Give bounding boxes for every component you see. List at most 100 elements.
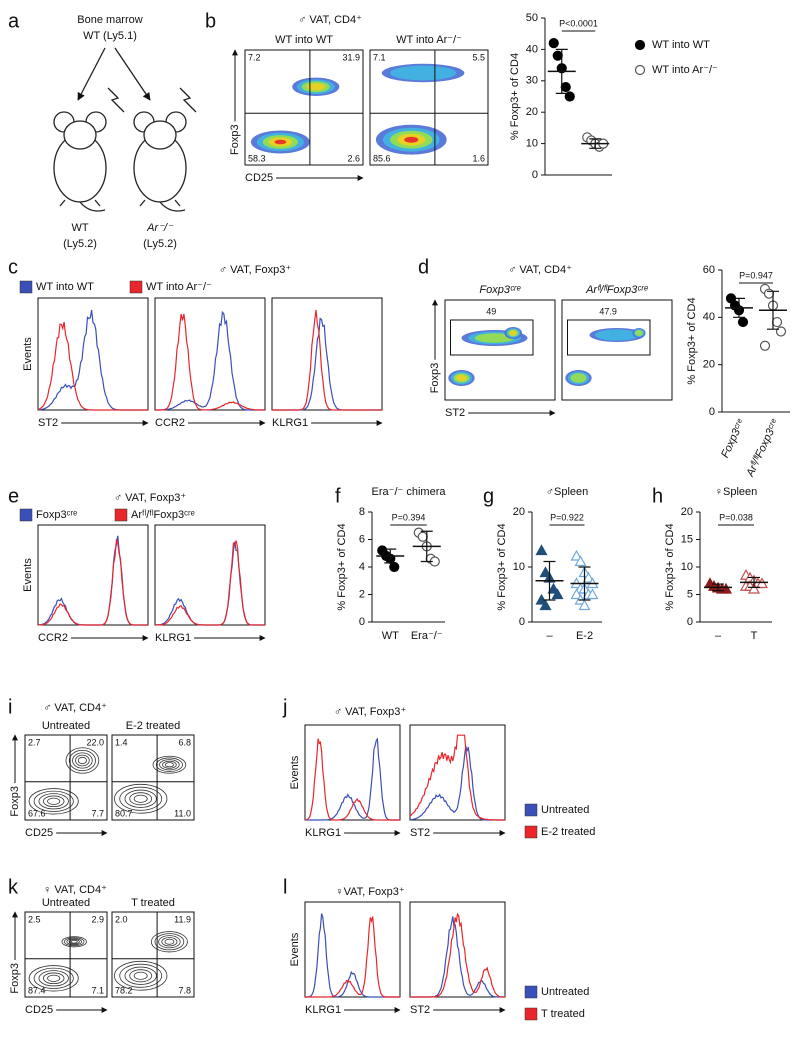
y-tick-label: 20: [513, 506, 525, 518]
panel-letter: l: [283, 876, 287, 898]
plot-title: WT into Ar⁻/⁻: [396, 34, 462, 46]
gate-value: 47.9: [599, 306, 617, 316]
y-tick-label: 8: [359, 506, 365, 518]
quadrant-value: 2.7: [28, 737, 41, 747]
recipient-genotype: Ar⁻/⁻: [146, 222, 174, 234]
axis-label: CCR2: [38, 632, 68, 644]
y-tick-label: 20: [526, 106, 538, 118]
plot-frame: [154, 297, 266, 411]
contour: [72, 752, 93, 769]
contour: [61, 936, 87, 948]
y-tick-label: 10: [513, 561, 525, 573]
point: [548, 38, 559, 49]
panel-header: ♂ VAT, Foxp3⁺: [114, 492, 187, 504]
density-blob: [570, 373, 587, 383]
axis-label: ST2: [445, 407, 465, 419]
histogram-curve: [155, 313, 265, 411]
point: [634, 39, 646, 51]
legend-label: Foxp3ᶜʳᵉ: [36, 509, 77, 521]
histogram-curve: [409, 734, 505, 821]
histogram-curve: [305, 916, 400, 998]
quadrant-value: 5.5: [472, 52, 485, 62]
y-axis-label: % Foxp3+ of CD4: [336, 523, 348, 610]
contour: [161, 937, 178, 947]
histogram-curve: [37, 538, 148, 626]
x-tick-label: WT: [382, 630, 399, 642]
quadrant-value: 2.9: [91, 914, 104, 924]
axis-label: KLRG1: [305, 827, 341, 839]
point: [539, 599, 552, 611]
panel-letter: d: [418, 256, 429, 278]
axis-label: Foxp3: [229, 124, 241, 155]
panel-letter: i: [8, 696, 12, 718]
y-axis-label: % Foxp3+ of CD4: [686, 297, 698, 384]
y-axis-label: % Foxp3+ of CD4: [664, 523, 676, 610]
error-bar: [767, 290, 779, 330]
y-tick-label: 6: [359, 533, 365, 545]
quadrant-value: 22.0: [86, 737, 104, 747]
point: [578, 599, 591, 611]
point: [552, 50, 563, 61]
y-tick-label: 10: [681, 561, 693, 573]
panel-letter: g: [483, 485, 494, 507]
y-tick-label: 20: [703, 359, 715, 371]
contour: [68, 749, 96, 772]
point: [551, 588, 564, 600]
legend-label: Arᶠˡ/ᶠˡFoxp3ᶜʳᵉ: [131, 509, 195, 521]
legend-label: Untreated: [541, 804, 589, 816]
annotation: P=0.394: [392, 512, 426, 522]
bm-donor: WT (Ly5.1): [83, 30, 137, 42]
recipient-strain: (Ly5.2): [63, 238, 97, 250]
contour: [129, 969, 153, 983]
point: [747, 582, 761, 594]
density-blob: [306, 83, 326, 91]
panel-a-drawing: [53, 47, 197, 212]
point: [574, 555, 587, 567]
error-bar: [384, 548, 397, 564]
y-axis-label: % Foxp3+ of CD4: [496, 523, 508, 610]
histogram-curve: [304, 738, 400, 821]
density-blob: [635, 330, 643, 336]
y-axis-label: % Foxp3+ of CD4: [509, 53, 521, 140]
axis-label: KLRG1: [305, 1004, 341, 1016]
x-tick-label: Arᶠˡ/ᶠˡFoxp3ᶜʳᵉ: [744, 417, 782, 480]
contour: [133, 971, 148, 980]
histogram-curve: [410, 912, 505, 998]
contour: [68, 939, 80, 945]
error-bar: [555, 48, 568, 94]
annotation: P=0.947: [739, 270, 773, 280]
quadrant-value: 85.6: [373, 153, 391, 163]
legend-swatch: [524, 825, 538, 839]
quadrant-value: 87.4: [28, 985, 46, 995]
plot-frame: [37, 297, 149, 411]
annotation: P<0.0001: [559, 18, 598, 28]
y-tick-label: 4: [359, 561, 365, 573]
contour: [124, 966, 157, 985]
legend-swatch: [524, 1007, 538, 1021]
annotation: P=0.038: [719, 512, 753, 522]
contour: [42, 795, 65, 808]
contour: [124, 789, 157, 808]
axis-label: Events: [289, 755, 301, 789]
axis-label: Foxp3: [429, 363, 441, 394]
axis-label: CD25: [25, 827, 53, 839]
point: [570, 549, 583, 561]
y-tick-label: 40: [526, 43, 538, 55]
y-tick-label: 30: [526, 75, 538, 87]
error-bar: [733, 297, 745, 318]
y-tick-label: 0: [519, 616, 525, 628]
contour: [150, 931, 188, 953]
point: [547, 582, 560, 594]
contour: [114, 783, 168, 814]
density-blob: [456, 374, 467, 382]
x-tick-label: Foxp3ᶜʳᵉ: [719, 417, 748, 460]
contour: [33, 967, 74, 989]
panel-letter: f: [335, 485, 341, 507]
x-tick-label: Era⁻/⁻: [411, 630, 443, 642]
axis-label: KLRG1: [155, 632, 191, 644]
annotation: P=0.922: [550, 512, 584, 522]
gate-value: 49: [486, 306, 496, 316]
panel-letter: e: [8, 485, 19, 507]
contour: [38, 793, 69, 810]
quadrant-value: 7.7: [91, 808, 104, 818]
